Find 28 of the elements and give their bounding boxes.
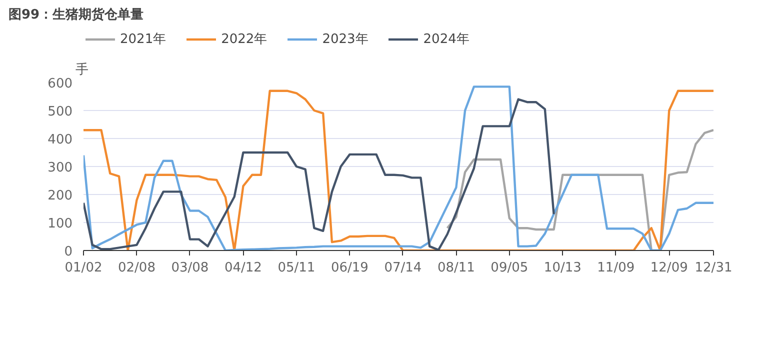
legend-label: 2024年 [423,31,470,48]
x-tick-label: 05/11 [278,260,316,276]
x-tick-label: 11/09 [597,260,635,276]
y-tick-label: 300 [48,160,73,176]
x-tick-label: 07/14 [384,260,422,276]
x-tick-label: 08/11 [437,260,475,276]
legend-label: 2021年 [120,31,166,48]
x-tick-label: 04/12 [224,260,262,276]
x-tick-label: 01/02 [64,260,102,276]
x-tick-label: 12/09 [650,260,688,276]
y-tick-label: 100 [48,216,73,232]
line-series [84,98,555,250]
legend-label: 2022年 [221,31,268,48]
y-tick-label: 0 [64,244,73,260]
legend-label: 2023年 [322,31,368,48]
x-tick-label: 12/31 [694,260,732,276]
line-series [446,129,714,250]
y-axis-title: 手 [76,62,88,78]
x-tick-label: 06/19 [330,260,368,276]
y-tick-label: 600 [48,76,73,92]
x-tick-label: 10/13 [544,260,582,276]
chart-title: 图99：生猪期货仓单量 [8,6,144,22]
y-tick-label: 400 [48,132,73,148]
y-tick-label: 500 [48,104,73,120]
x-tick-label: 03/08 [171,260,209,276]
y-tick-label: 200 [48,188,73,204]
x-tick-label: 09/05 [490,260,528,276]
x-tick-label: 02/08 [118,260,156,276]
